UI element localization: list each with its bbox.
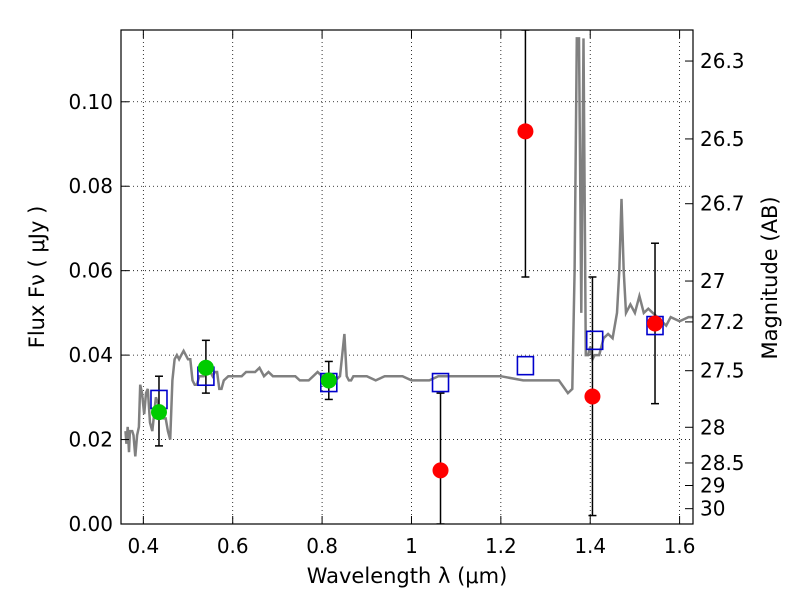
- y-tick-label: 0.04: [68, 343, 113, 367]
- detection-point: [320, 372, 337, 389]
- y2-tick-label: 27: [700, 269, 725, 293]
- detection-point: [197, 359, 214, 376]
- y-tick-label: 0.06: [68, 259, 113, 283]
- y2-tick-label: 26.5: [700, 127, 745, 151]
- y-tick-label: 0.08: [68, 174, 113, 198]
- model-spectrum-line: [124, 37, 693, 457]
- y2-tick-label: 27.5: [700, 359, 745, 383]
- x-tick-label: 1.6: [664, 534, 696, 558]
- model-box-marker: [431, 372, 450, 393]
- x-axis-label: Wavelength λ (μm): [307, 564, 508, 588]
- y2-tick-label: 29: [700, 473, 725, 497]
- x-tick-label: 0.8: [306, 534, 338, 558]
- y-tick-label: 0.00: [68, 512, 113, 536]
- model-box-marker: [516, 355, 535, 376]
- low-sn-point: [584, 388, 601, 405]
- y-tick-label: 0.02: [68, 428, 113, 452]
- y-tick-label: 0.10: [68, 90, 113, 114]
- photometry-points: [150, 123, 664, 479]
- y2-tick-label: 30: [700, 497, 725, 521]
- x-tick-label: 1: [405, 534, 418, 558]
- y2-tick-label: 28: [700, 415, 725, 439]
- y2-tick-label: 26.3: [700, 49, 745, 73]
- x-tick-label: 0.6: [217, 534, 249, 558]
- low-sn-point: [432, 462, 449, 479]
- detection-point: [150, 404, 167, 421]
- y2-tick-label: 27.2: [700, 310, 745, 334]
- x-axis-ticks: 0.4 0.6 0.8 1 1.2 1.4 1.6: [127, 30, 696, 558]
- y-axis-ticks: 0.00 0.02 0.04 0.06 0.08 0.10: [68, 90, 129, 536]
- low-sn-point: [647, 315, 664, 332]
- y2-axis-label: Magnitude (AB): [758, 196, 782, 359]
- plot-background: [121, 30, 693, 524]
- x-tick-label: 0.4: [127, 534, 159, 558]
- y2-tick-label: 28.5: [700, 451, 745, 475]
- plot-frame: [120, 29, 694, 525]
- y2-tick-label: 26.7: [700, 192, 745, 216]
- model-box-marker: [585, 330, 604, 351]
- low-sn-point: [517, 123, 534, 140]
- y-axis-label: Flux Fν ( μJy ): [25, 206, 49, 349]
- x-tick-label: 1.2: [485, 534, 517, 558]
- x-tick-label: 1.4: [574, 534, 606, 558]
- model-spectrum-layer: [124, 37, 693, 457]
